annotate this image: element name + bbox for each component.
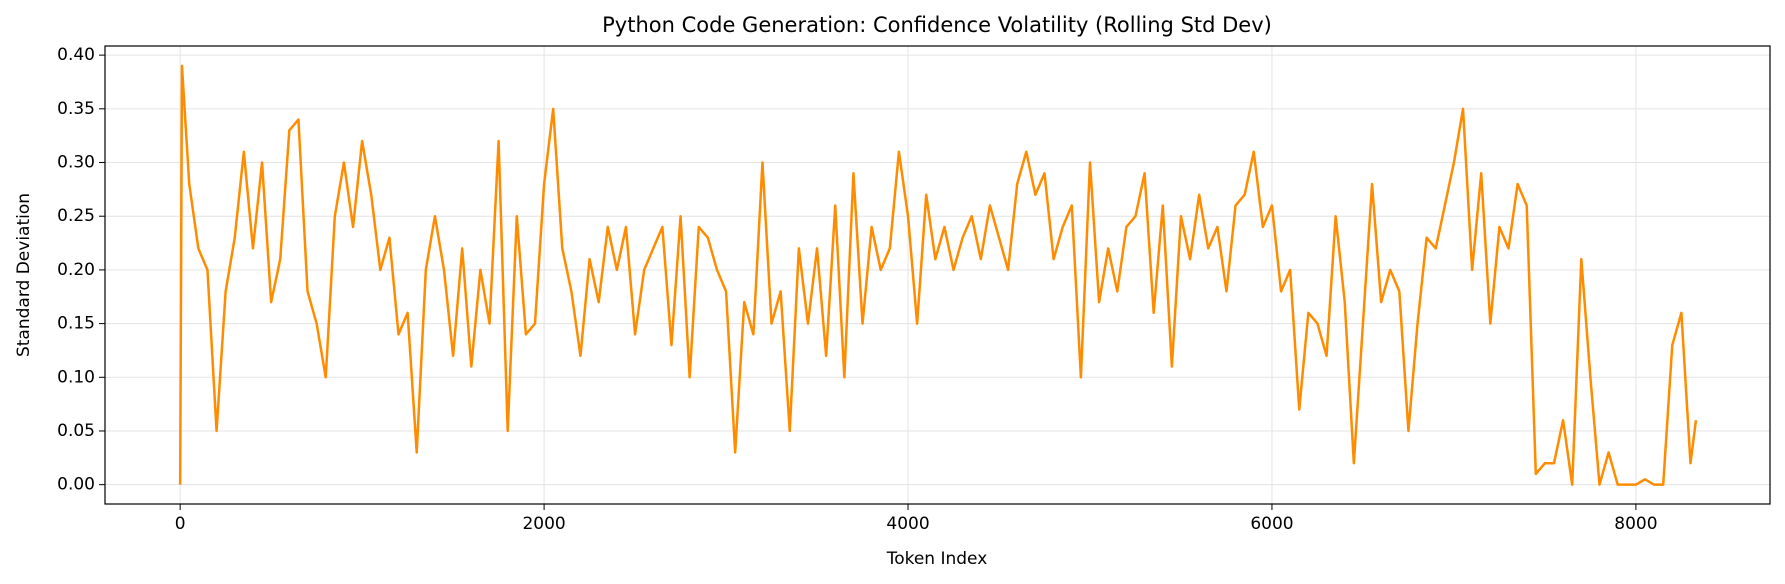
y-tick-label: 0.25 (57, 206, 95, 226)
x-tick-label: 2000 (522, 514, 565, 534)
x-tick-label: 4000 (886, 514, 929, 534)
y-tick-label: 0.35 (57, 99, 95, 119)
line-series (178, 64, 1698, 486)
y-tick-label: 0.00 (57, 475, 95, 495)
y-axis-label: Standard Deviation (14, 193, 34, 357)
plot-frame (104, 45, 1771, 505)
x-axis-label: Token Index (886, 549, 988, 569)
y-tick-label: 0.15 (57, 314, 95, 334)
chart-title: Python Code Generation: Confidence Volat… (602, 13, 1272, 37)
y-tick-label: 0.40 (57, 45, 95, 65)
x-tick-label: 6000 (1250, 514, 1293, 534)
y-tick-label: 0.20 (57, 260, 95, 280)
y-tick-label: 0.30 (57, 153, 95, 173)
x-tick-label: 0 (175, 514, 186, 534)
x-tick-label: 8000 (1614, 514, 1657, 534)
y-tick-label: 0.05 (57, 421, 95, 441)
y-tick-label: 0.10 (57, 367, 95, 387)
